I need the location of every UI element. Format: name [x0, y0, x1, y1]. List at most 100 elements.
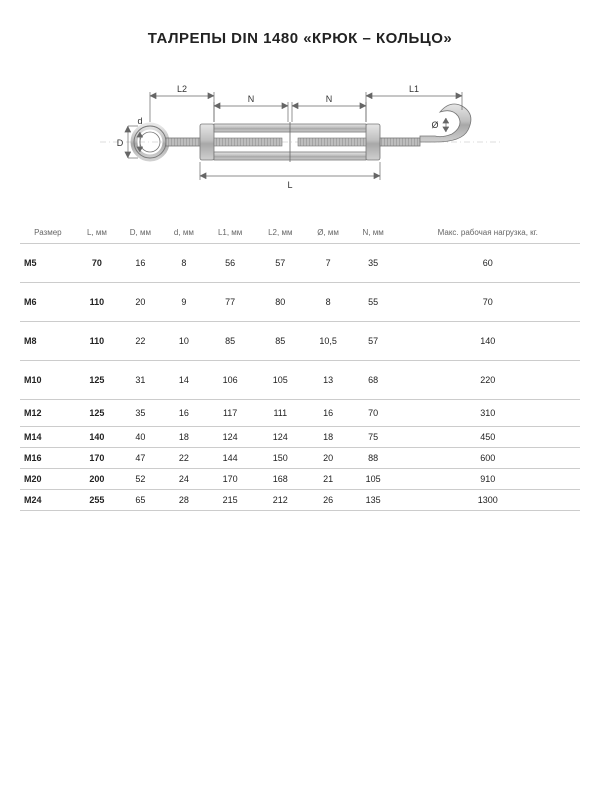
table-row: M20200522417016821105910 [20, 469, 580, 490]
table-cell: 16 [118, 244, 163, 283]
table-cell: 14 [163, 361, 205, 400]
table-cell: M8 [20, 322, 76, 361]
table-cell: 21 [305, 469, 350, 490]
table-cell: 75 [351, 427, 396, 448]
table-cell: 255 [76, 490, 118, 511]
table-cell: 24 [163, 469, 205, 490]
table-cell: 140 [395, 322, 580, 361]
table-row: M570168565773560 [20, 244, 580, 283]
table-cell: 105 [351, 469, 396, 490]
table-cell: 105 [255, 361, 305, 400]
dim-label-N1: N [248, 94, 255, 104]
table-cell: 600 [395, 448, 580, 469]
table-row: M242556528215212261351300 [20, 490, 580, 511]
table-header-cell: d, мм [163, 222, 205, 244]
dim-label-d: d [137, 116, 142, 126]
table-cell: M20 [20, 469, 76, 490]
table-cell: 111 [255, 400, 305, 427]
table-cell: 9 [163, 283, 205, 322]
table-cell: 212 [255, 490, 305, 511]
table-cell: 124 [205, 427, 255, 448]
table-cell: 20 [305, 448, 350, 469]
spec-table: РазмерL, ммD, ммd, ммL1, ммL2, ммØ, ммN,… [20, 222, 580, 511]
table-cell: 31 [118, 361, 163, 400]
table-row: M1012531141061051368220 [20, 361, 580, 400]
table-cell: M6 [20, 283, 76, 322]
table-cell: 70 [76, 244, 118, 283]
table-cell: 55 [351, 283, 396, 322]
table-cell: 85 [255, 322, 305, 361]
table-cell: 70 [395, 283, 580, 322]
table-cell: 910 [395, 469, 580, 490]
table-header-row: РазмерL, ммD, ммd, ммL1, ммL2, ммØ, ммN,… [20, 222, 580, 244]
table-header-cell: Макс. рабочая нагрузка, кг. [395, 222, 580, 244]
table-cell: M12 [20, 400, 76, 427]
table-cell: M5 [20, 244, 76, 283]
table-cell: 13 [305, 361, 350, 400]
dim-label-phi: Ø [431, 120, 438, 130]
turnbuckle-body [200, 122, 380, 162]
table-cell: 215 [205, 490, 255, 511]
table-cell: 77 [205, 283, 255, 322]
table-cell: 170 [205, 469, 255, 490]
table-cell: 140 [76, 427, 118, 448]
table-cell: 65 [118, 490, 163, 511]
table-header-cell: L, мм [76, 222, 118, 244]
table-cell: 170 [76, 448, 118, 469]
table-cell: 47 [118, 448, 163, 469]
table-cell: 150 [255, 448, 305, 469]
table-cell: 220 [395, 361, 580, 400]
table-cell: 28 [163, 490, 205, 511]
table-row: M1617047221441502088600 [20, 448, 580, 469]
table-cell: M14 [20, 427, 76, 448]
table-cell: 144 [205, 448, 255, 469]
table-header-cell: N, мм [351, 222, 396, 244]
table-cell: 40 [118, 427, 163, 448]
table-cell: M24 [20, 490, 76, 511]
table-cell: 450 [395, 427, 580, 448]
dim-label-D: D [117, 138, 124, 148]
table-row: M1212535161171111670310 [20, 400, 580, 427]
table-cell: 168 [255, 469, 305, 490]
table-cell: 57 [351, 322, 396, 361]
table-cell: 16 [305, 400, 350, 427]
table-cell: 106 [205, 361, 255, 400]
table-cell: 135 [351, 490, 396, 511]
table-cell: 26 [305, 490, 350, 511]
table-cell: 22 [118, 322, 163, 361]
table-row: M81102210858510,557140 [20, 322, 580, 361]
table-cell: 22 [163, 448, 205, 469]
table-cell: 57 [255, 244, 305, 283]
table-cell: 7 [305, 244, 350, 283]
table-cell: M10 [20, 361, 76, 400]
table-cell: 10 [163, 322, 205, 361]
table-header-cell: L1, мм [205, 222, 255, 244]
table-cell: 18 [163, 427, 205, 448]
table-cell: 124 [255, 427, 305, 448]
table-cell: 70 [351, 400, 396, 427]
page-title: ТАЛРЕПЫ DIN 1480 «КРЮК – КОЛЬЦО» [20, 30, 580, 47]
table-row: M6110209778085570 [20, 283, 580, 322]
table-header-cell: Размер [20, 222, 76, 244]
table-cell: 125 [76, 361, 118, 400]
table-cell: 68 [351, 361, 396, 400]
table-header-cell: L2, мм [255, 222, 305, 244]
table-row: M1414040181241241875450 [20, 427, 580, 448]
dim-label-N2: N [326, 94, 333, 104]
dim-label-L1: L1 [409, 84, 419, 94]
table-cell: 8 [305, 283, 350, 322]
table-cell: 110 [76, 322, 118, 361]
table-cell: 117 [205, 400, 255, 427]
table-cell: 18 [305, 427, 350, 448]
table-header-cell: D, мм [118, 222, 163, 244]
turnbuckle-diagram: L L2 N N [90, 72, 510, 192]
table-cell: 200 [76, 469, 118, 490]
table-cell: 1300 [395, 490, 580, 511]
table-cell: 110 [76, 283, 118, 322]
table-cell: 35 [351, 244, 396, 283]
diagram-container: L L2 N N [20, 72, 580, 192]
table-body: M570168565773560M6110209778085570M811022… [20, 244, 580, 511]
table-cell: 60 [395, 244, 580, 283]
table-cell: 16 [163, 400, 205, 427]
table-cell: M16 [20, 448, 76, 469]
